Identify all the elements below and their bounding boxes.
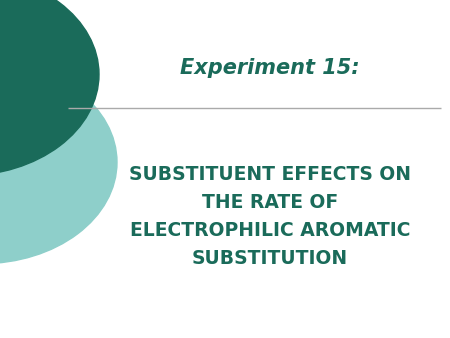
Text: Experiment 15:: Experiment 15: [180,57,360,78]
Circle shape [0,0,99,176]
Text: SUBSTITUENT EFFECTS ON
THE RATE OF
ELECTROPHILIC AROMATIC
SUBSTITUTION: SUBSTITUENT EFFECTS ON THE RATE OF ELECT… [129,165,411,268]
Circle shape [0,61,117,264]
